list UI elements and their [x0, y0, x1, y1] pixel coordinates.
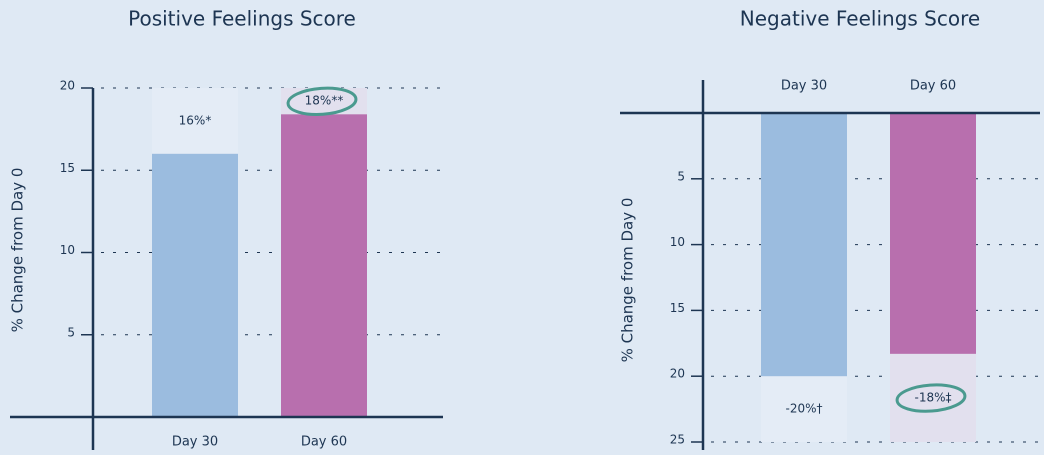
- value-label: -18%‡: [914, 390, 951, 404]
- value-label: -20%†: [785, 402, 822, 416]
- bar: [761, 113, 847, 377]
- x-tick-label: Day 30: [781, 79, 827, 94]
- x-tick-label: Day 60: [910, 79, 956, 94]
- bar: [281, 114, 367, 417]
- x-tick-label: Day 30: [172, 435, 218, 450]
- y-axis-title: % Change from Day 0: [619, 198, 637, 363]
- y-tick-label: 20: [670, 367, 685, 381]
- x-tick-label: Day 60: [301, 435, 347, 450]
- value-label: 18%**: [305, 94, 344, 108]
- y-tick-label: 10: [60, 243, 75, 257]
- highlight-circle: [895, 383, 967, 413]
- y-axis-title: % Change from Day 0: [9, 168, 27, 333]
- chart-title: Positive Feelings Score: [128, 7, 356, 31]
- y-tick-label: 5: [677, 169, 685, 183]
- y-tick-label: 5: [67, 325, 75, 339]
- chart-title: Negative Feelings Score: [740, 7, 980, 31]
- bar: [152, 153, 238, 418]
- y-tick-label: 15: [60, 161, 75, 175]
- bar: [890, 113, 976, 354]
- y-tick-label: 25: [670, 433, 685, 447]
- value-label: 16%*: [179, 113, 212, 127]
- y-tick-label: 20: [60, 79, 75, 93]
- y-tick-label: 15: [670, 301, 685, 315]
- highlight-circle: [286, 86, 358, 116]
- y-tick-label: 10: [670, 235, 685, 249]
